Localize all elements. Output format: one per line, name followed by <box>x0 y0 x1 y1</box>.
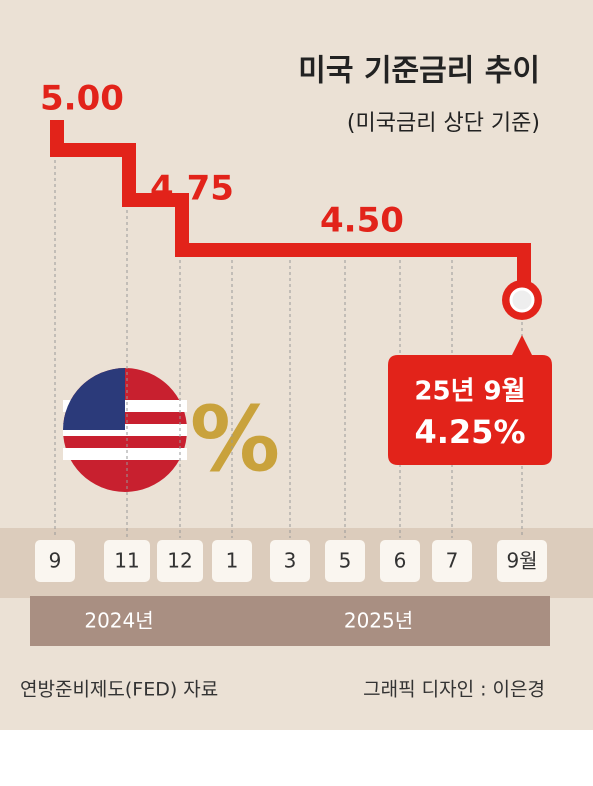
x-tick-label: 3 <box>284 549 297 573</box>
rate-step <box>452 243 527 257</box>
rate-step <box>232 243 295 257</box>
category-box <box>270 540 310 582</box>
rate-step <box>290 243 350 257</box>
category-box <box>104 540 150 582</box>
category-box <box>157 540 203 582</box>
rate-step <box>127 193 185 207</box>
x-tick-label: 5 <box>339 549 352 573</box>
value-label: 5.00 <box>40 79 124 119</box>
year-label: 2025년 <box>344 609 413 633</box>
svg-text:%: % <box>190 387 280 492</box>
source: 연방준비제도(FED) 자료 <box>20 679 218 701</box>
x-tick-label: 11 <box>114 549 139 573</box>
year-bar <box>207 596 550 646</box>
year-bar <box>30 596 208 646</box>
category-box <box>432 540 472 582</box>
start-riser <box>50 120 64 157</box>
x-tick-label: 9 <box>49 549 62 573</box>
x-tick-label: 1 <box>226 549 239 573</box>
chart-subtitle: (미국금리 상단 기준) <box>347 111 540 136</box>
rate-step <box>50 143 127 157</box>
category-box <box>497 540 547 582</box>
category-box <box>35 540 75 582</box>
callout-box <box>388 335 552 465</box>
step-connector <box>122 143 136 207</box>
year-label: 2024년 <box>84 609 153 633</box>
flag-decoration: % <box>63 368 280 492</box>
value-label: 4.75 <box>150 169 234 209</box>
point-center <box>509 287 535 313</box>
chart-title: 미국 기준금리 추이 <box>298 54 540 89</box>
rate-step <box>400 243 457 257</box>
x-tick-label: 12 <box>167 549 192 573</box>
category-box <box>325 540 365 582</box>
callout-date: 25년 9월 <box>414 377 525 407</box>
callout-value: 4.25% <box>414 413 525 451</box>
rate-step <box>180 243 237 257</box>
x-tick-label: 9월 <box>506 549 537 573</box>
rate-step <box>345 243 405 257</box>
value-label: 4.50 <box>320 201 404 241</box>
step-connector <box>175 193 189 257</box>
credit: 그래픽 디자인 : 이은경 <box>363 679 545 701</box>
category-box <box>380 540 420 582</box>
x-tick-label: 7 <box>446 549 459 573</box>
x-tick-label: 6 <box>394 549 407 573</box>
category-box <box>212 540 252 582</box>
